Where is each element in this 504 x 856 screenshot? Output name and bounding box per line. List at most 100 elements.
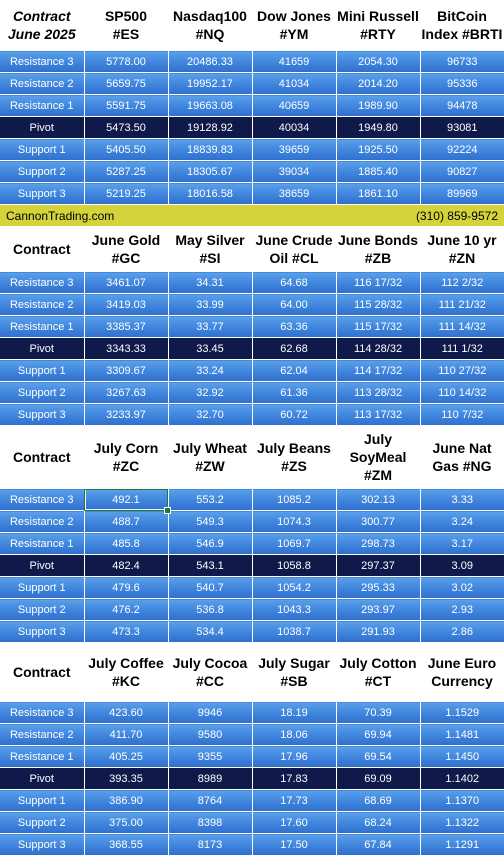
level-value-cell[interactable]: 298.73: [336, 532, 421, 555]
level-value-cell[interactable]: 5287.25: [84, 160, 169, 183]
level-value-cell[interactable]: 3.24: [420, 510, 504, 533]
level-value-cell[interactable]: 111 1/32: [420, 337, 504, 360]
level-value-cell[interactable]: 1861.10: [336, 182, 421, 205]
level-label[interactable]: Pivot: [0, 554, 85, 577]
level-value-cell[interactable]: 479.6: [84, 576, 169, 599]
level-value-cell[interactable]: 482.4: [84, 554, 169, 577]
level-value-cell[interactable]: 3385.37: [84, 315, 169, 338]
level-value-cell[interactable]: 534.4: [168, 620, 253, 643]
level-value-cell[interactable]: 1038.7: [252, 620, 337, 643]
level-value-cell[interactable]: 476.2: [84, 598, 169, 621]
level-value-cell[interactable]: 41659: [252, 50, 337, 73]
level-value-cell[interactable]: 92224: [420, 138, 504, 161]
level-value-cell[interactable]: 39659: [252, 138, 337, 161]
level-label[interactable]: Resistance 2: [0, 723, 85, 746]
level-value-cell[interactable]: 5473.50: [84, 116, 169, 139]
level-label[interactable]: Resistance 1: [0, 94, 85, 117]
level-value-cell[interactable]: 68.24: [336, 811, 421, 834]
level-value-cell[interactable]: 110 14/32: [420, 381, 504, 404]
level-value-cell[interactable]: 1074.3: [252, 510, 337, 533]
level-value-cell[interactable]: 18839.83: [168, 138, 253, 161]
level-value-cell[interactable]: 553.2: [168, 488, 253, 511]
level-value-cell[interactable]: 3.33: [420, 488, 504, 511]
level-value-cell[interactable]: 1.1291: [420, 833, 504, 856]
level-value-cell[interactable]: 546.9: [168, 532, 253, 555]
level-value-cell[interactable]: 114 17/32: [336, 359, 421, 382]
level-value-cell[interactable]: 8398: [168, 811, 253, 834]
level-value-cell[interactable]: 34.31: [168, 271, 253, 294]
level-value-cell[interactable]: 1949.80: [336, 116, 421, 139]
level-value-cell[interactable]: 69.94: [336, 723, 421, 746]
level-value-cell[interactable]: 411.70: [84, 723, 169, 746]
level-label[interactable]: Support 3: [0, 182, 85, 205]
level-value-cell[interactable]: 1.1450: [420, 745, 504, 768]
level-label[interactable]: Resistance 3: [0, 701, 85, 724]
level-value-cell[interactable]: 3.09: [420, 554, 504, 577]
level-value-cell[interactable]: 3233.97: [84, 403, 169, 426]
level-value-cell[interactable]: 485.8: [84, 532, 169, 555]
level-value-cell[interactable]: 1058.8: [252, 554, 337, 577]
selected-cell[interactable]: 492.1: [84, 488, 169, 511]
fill-handle[interactable]: [164, 506, 171, 514]
level-value-cell[interactable]: 17.96: [252, 745, 337, 768]
level-value-cell[interactable]: 18.19: [252, 701, 337, 724]
level-value-cell[interactable]: 9355: [168, 745, 253, 768]
level-value-cell[interactable]: 5778.00: [84, 50, 169, 73]
level-value-cell[interactable]: 9580: [168, 723, 253, 746]
level-value-cell[interactable]: 543.1: [168, 554, 253, 577]
level-value-cell[interactable]: 1885.40: [336, 160, 421, 183]
level-value-cell[interactable]: 113 28/32: [336, 381, 421, 404]
level-value-cell[interactable]: 295.33: [336, 576, 421, 599]
level-label[interactable]: Resistance 2: [0, 510, 85, 533]
level-value-cell[interactable]: 18305.67: [168, 160, 253, 183]
level-value-cell[interactable]: 1925.50: [336, 138, 421, 161]
level-value-cell[interactable]: 62.04: [252, 359, 337, 382]
level-value-cell[interactable]: 9946: [168, 701, 253, 724]
level-value-cell[interactable]: 386.90: [84, 789, 169, 812]
level-value-cell[interactable]: 3343.33: [84, 337, 169, 360]
level-label[interactable]: Pivot: [0, 767, 85, 790]
level-value-cell[interactable]: 302.13: [336, 488, 421, 511]
level-label[interactable]: Support 1: [0, 359, 85, 382]
level-value-cell[interactable]: 40659: [252, 94, 337, 117]
level-value-cell[interactable]: 33.45: [168, 337, 253, 360]
level-label[interactable]: Resistance 3: [0, 50, 85, 73]
level-label[interactable]: Support 2: [0, 160, 85, 183]
level-value-cell[interactable]: 112 2/32: [420, 271, 504, 294]
level-value-cell[interactable]: 1069.7: [252, 532, 337, 555]
level-value-cell[interactable]: 2054.30: [336, 50, 421, 73]
level-value-cell[interactable]: 1.1481: [420, 723, 504, 746]
level-value-cell[interactable]: 33.24: [168, 359, 253, 382]
level-value-cell[interactable]: 8173: [168, 833, 253, 856]
level-value-cell[interactable]: 111 21/32: [420, 293, 504, 316]
level-value-cell[interactable]: 40034: [252, 116, 337, 139]
level-label[interactable]: Resistance 2: [0, 293, 85, 316]
level-value-cell[interactable]: 93081: [420, 116, 504, 139]
level-value-cell[interactable]: 32.92: [168, 381, 253, 404]
level-value-cell[interactable]: 1085.2: [252, 488, 337, 511]
level-value-cell[interactable]: 291.93: [336, 620, 421, 643]
level-value-cell[interactable]: 1989.90: [336, 94, 421, 117]
level-value-cell[interactable]: 3419.03: [84, 293, 169, 316]
level-value-cell[interactable]: 1.1370: [420, 789, 504, 812]
level-label[interactable]: Support 2: [0, 811, 85, 834]
level-value-cell[interactable]: 423.60: [84, 701, 169, 724]
level-value-cell[interactable]: 95336: [420, 72, 504, 95]
level-value-cell[interactable]: 300.77: [336, 510, 421, 533]
level-value-cell[interactable]: 473.3: [84, 620, 169, 643]
level-value-cell[interactable]: 20486.33: [168, 50, 253, 73]
level-value-cell[interactable]: 8989: [168, 767, 253, 790]
level-value-cell[interactable]: 69.09: [336, 767, 421, 790]
level-value-cell[interactable]: 94478: [420, 94, 504, 117]
level-value-cell[interactable]: 293.97: [336, 598, 421, 621]
level-value-cell[interactable]: 111 14/32: [420, 315, 504, 338]
level-value-cell[interactable]: 60.72: [252, 403, 337, 426]
level-value-cell[interactable]: 5591.75: [84, 94, 169, 117]
level-label[interactable]: Support 2: [0, 381, 85, 404]
level-value-cell[interactable]: 63.36: [252, 315, 337, 338]
level-value-cell[interactable]: 3309.67: [84, 359, 169, 382]
level-value-cell[interactable]: 17.50: [252, 833, 337, 856]
level-value-cell[interactable]: 115 17/32: [336, 315, 421, 338]
level-value-cell[interactable]: 70.39: [336, 701, 421, 724]
level-value-cell[interactable]: 17.83: [252, 767, 337, 790]
